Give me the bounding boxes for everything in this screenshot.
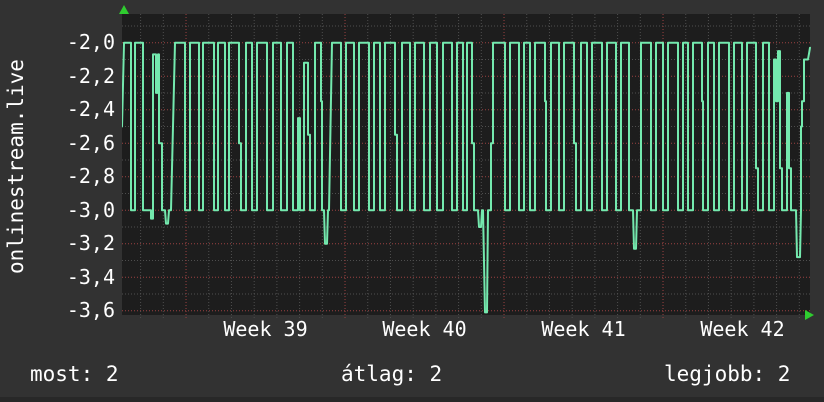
plot-area bbox=[122, 14, 811, 319]
data-line bbox=[122, 41, 811, 314]
y-axis-tick-label: -2,8 bbox=[66, 164, 115, 189]
y-axis-tick-label: -3,6 bbox=[66, 298, 115, 323]
y-axis-tick-label: -3,4 bbox=[66, 264, 115, 289]
y-axis-tick-label: -3,0 bbox=[66, 197, 115, 222]
bottom-edge-strip bbox=[0, 397, 824, 402]
y-axis-tick-label: -3,2 bbox=[66, 231, 115, 256]
y-axis-tick-label: -2,4 bbox=[66, 97, 115, 122]
stat-best: legjobb: 2 bbox=[664, 362, 791, 386]
x-axis-week-label: Week 42 bbox=[700, 317, 785, 341]
stat-average: átlag: 2 bbox=[341, 362, 443, 386]
x-axis-arrow-icon bbox=[805, 310, 814, 320]
x-axis-week-label: Week 39 bbox=[223, 317, 308, 341]
y-axis-tick-label: -2,2 bbox=[66, 63, 115, 88]
stat-current: most: 2 bbox=[30, 362, 119, 386]
y-axis-tick-label: -2,6 bbox=[66, 130, 115, 155]
y-axis-tick-label: -2,0 bbox=[66, 30, 115, 55]
x-axis-week-label: Week 40 bbox=[382, 317, 467, 341]
y-axis-arrow-icon bbox=[119, 5, 129, 14]
x-axis-week-label: Week 41 bbox=[541, 317, 626, 341]
